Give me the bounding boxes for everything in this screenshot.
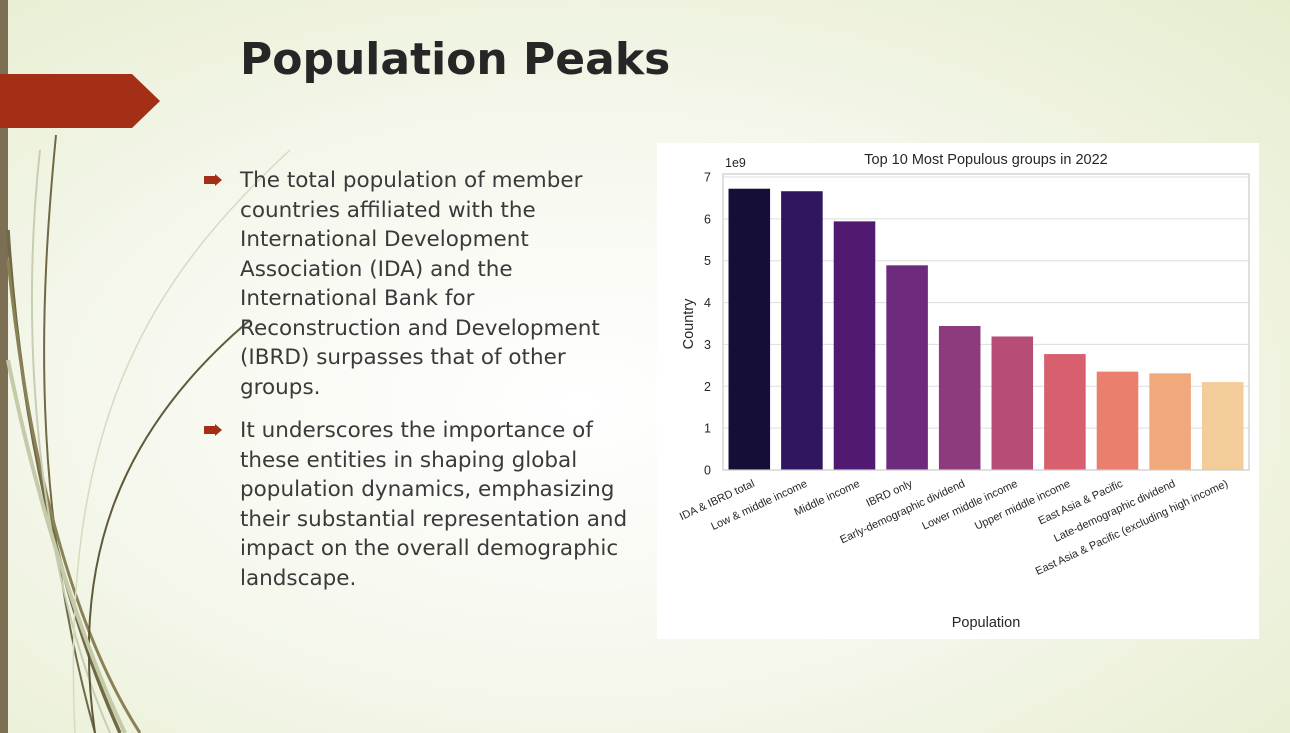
x-tick-label: Lower middle income bbox=[920, 478, 1019, 533]
bar bbox=[1044, 354, 1086, 470]
bar bbox=[1201, 382, 1244, 470]
y-tick-label: 0 bbox=[704, 464, 711, 478]
bullet-item: It underscores the importance of these e… bbox=[204, 416, 634, 593]
bullet-text: The total population of member countries… bbox=[240, 168, 600, 400]
bar bbox=[833, 221, 876, 470]
y-scale-label: 1e9 bbox=[725, 156, 746, 170]
bullet-item: The total population of member countries… bbox=[204, 166, 634, 402]
title-arrow-banner bbox=[0, 74, 160, 128]
x-axis-label: Population bbox=[952, 615, 1021, 631]
y-tick-label: 1 bbox=[704, 422, 711, 436]
left-accent-bar bbox=[0, 0, 8, 733]
bullet-list: The total population of member countries… bbox=[204, 166, 634, 607]
arrow-bullet-icon bbox=[204, 424, 222, 436]
bar bbox=[1096, 371, 1139, 470]
bar bbox=[728, 188, 771, 470]
y-tick-label: 6 bbox=[704, 212, 711, 226]
bar bbox=[938, 326, 981, 470]
bar bbox=[886, 265, 928, 470]
y-tick-label: 4 bbox=[704, 296, 711, 310]
x-tick-label: Upper middle income bbox=[973, 478, 1072, 533]
x-tick-label: Low & middle income bbox=[709, 478, 809, 533]
decorative-grass-strokes bbox=[6, 134, 291, 733]
slide-title: Population Peaks bbox=[240, 34, 671, 85]
y-tick-label: 7 bbox=[704, 171, 711, 185]
y-tick-label: 5 bbox=[704, 254, 711, 268]
population-bar-chart: Top 10 Most Populous groups in 2022 1e9 … bbox=[657, 143, 1259, 639]
plot-frame bbox=[722, 173, 1250, 471]
y-tick-label: 2 bbox=[704, 380, 711, 394]
bar bbox=[1149, 373, 1191, 470]
bar bbox=[991, 336, 1034, 470]
y-tick-label: 3 bbox=[704, 338, 711, 352]
bullet-text: It underscores the importance of these e… bbox=[240, 418, 628, 591]
arrow-bullet-icon bbox=[204, 174, 222, 186]
bar bbox=[781, 191, 823, 470]
chart-svg: Top 10 Most Populous groups in 2022 1e9 … bbox=[678, 152, 1250, 631]
y-axis-label: Country bbox=[681, 298, 697, 350]
chart-title: Top 10 Most Populous groups in 2022 bbox=[864, 152, 1107, 168]
